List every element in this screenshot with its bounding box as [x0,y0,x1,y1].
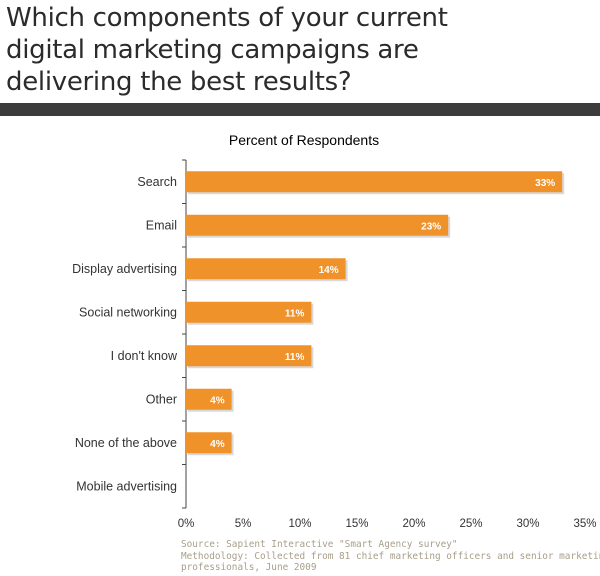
bar [186,301,312,323]
source-line: Source: Sapient Interactive "Smart Agenc… [181,539,458,550]
category-label: Other [146,392,177,406]
category-label: Display advertising [72,262,177,276]
methodology-line-1: Methodology: Collected from 81 chief mar… [181,550,600,562]
bar [186,432,232,454]
chart-title: Percent of Respondents [228,132,380,148]
x-tick-label: 15% [345,518,368,530]
x-tick-label: 20% [402,518,425,530]
bar [186,345,312,367]
data-label: 11% [285,352,305,363]
data-label: 23% [421,221,441,232]
headline: Which components of your current digital… [6,2,566,98]
x-tick-label: 10% [288,518,311,530]
data-label: 33% [535,178,555,189]
category-label: Search [137,175,177,189]
category-label: I don't know [111,349,178,363]
source-note: Source: Sapient Interactive "Smart Agenc… [181,539,600,574]
bar [186,388,232,410]
category-label: None of the above [75,436,177,450]
x-tick-label: 30% [516,518,539,530]
bar [186,214,449,236]
data-label: 4% [210,439,225,450]
bar [186,171,563,193]
data-label: 14% [319,265,339,276]
headline-line-1: Which components of your current [6,3,448,33]
headline-line-2: digital marketing campaigns are [6,35,419,65]
category-label: Email [146,218,177,232]
headline-line-3: delivering the best results? [6,67,352,97]
x-tick-label: 25% [459,518,482,530]
x-tick-label: 5% [235,518,252,530]
x-tick-label: 35% [573,518,596,530]
category-label: Social networking [79,305,177,319]
data-label: 4% [210,395,225,406]
methodology-line-2: professionals, June 2009 [181,562,317,573]
category-label: Mobile advertising [76,479,177,493]
header-divider [0,103,600,116]
bar [186,258,346,280]
data-label: 11% [285,308,305,319]
x-tick-label: 0% [178,518,195,530]
